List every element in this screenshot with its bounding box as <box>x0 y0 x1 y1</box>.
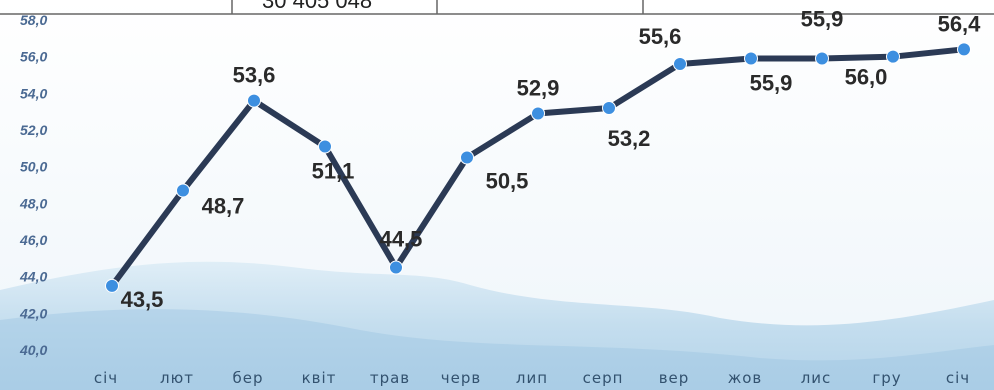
data-point <box>957 42 971 57</box>
data-label: 44,5 <box>380 227 423 252</box>
y-tick-label: 58,0 <box>20 12 47 28</box>
data-label: 56,0 <box>845 65 888 90</box>
data-point <box>673 57 687 71</box>
x-tick-label: лис <box>801 369 832 387</box>
x-tick-label: вер <box>659 369 690 387</box>
data-label: 52,9 <box>517 76 560 101</box>
data-point <box>815 51 829 66</box>
data-point <box>744 51 758 66</box>
y-axis: 40,0 42,0 44,0 46,0 48,0 50,0 52,0 54,0 56,0 58,0 <box>19 12 47 358</box>
y-tick-label: 40,0 <box>19 342 47 358</box>
data-point <box>247 93 261 108</box>
y-tick-label: 44,0 <box>19 269 47 285</box>
y-tick-label: 56,0 <box>20 49 47 65</box>
series-line <box>105 42 971 293</box>
y-tick-label: 54,0 <box>20 85 47 101</box>
data-label: 53,6 <box>233 63 276 88</box>
data-point <box>389 260 403 275</box>
data-label: 48,7 <box>202 194 245 219</box>
data-point <box>531 106 545 121</box>
data-point <box>460 150 474 165</box>
x-tick-label: серп <box>583 369 624 387</box>
top-table-fragment: 30 405 048 <box>0 0 994 15</box>
y-tick-label: 42,0 <box>19 305 47 321</box>
y-tick-label: 50,0 <box>20 159 47 175</box>
data-label: 56,4 <box>938 11 982 36</box>
x-axis: січ лют бер квіт трав черв лип серп вер жов лис гру… <box>94 369 970 387</box>
x-tick-label: гру <box>872 369 901 387</box>
data-label: 51,1 <box>312 159 355 184</box>
y-tick-label: 48,0 <box>19 195 47 211</box>
x-tick-label: лют <box>160 369 194 387</box>
data-label: 55,6 <box>639 24 682 49</box>
data-point <box>602 101 616 115</box>
x-tick-label: жов <box>728 369 763 387</box>
water-wave-decoration <box>0 261 994 390</box>
x-tick-label: лип <box>516 369 548 387</box>
data-label: 53,2 <box>608 126 651 151</box>
data-label: 50,5 <box>486 169 529 194</box>
data-label: 55,9 <box>801 7 844 32</box>
x-tick-label: черв <box>441 369 481 387</box>
data-point <box>886 49 900 64</box>
x-tick-label: січ <box>94 369 118 387</box>
y-tick-label: 52,0 <box>20 122 47 138</box>
y-tick-label: 46,0 <box>19 232 47 248</box>
x-tick-label: квіт <box>302 369 337 387</box>
x-tick-label: січ <box>946 369 970 387</box>
data-labels: 43,5 48,7 53,6 51,1 44,5 50,5 52,9 53,2 55,6 55,9… <box>121 7 982 312</box>
x-tick-label: бер <box>232 369 263 387</box>
data-label: 55,9 <box>750 71 793 96</box>
data-label: 43,5 <box>121 287 164 312</box>
data-point <box>176 183 190 198</box>
water-wave-decoration-lower <box>0 309 994 390</box>
data-point <box>105 278 119 293</box>
table-cell-value: 30 405 048 <box>262 0 372 13</box>
x-tick-label: трав <box>370 369 410 387</box>
data-point <box>318 139 332 154</box>
